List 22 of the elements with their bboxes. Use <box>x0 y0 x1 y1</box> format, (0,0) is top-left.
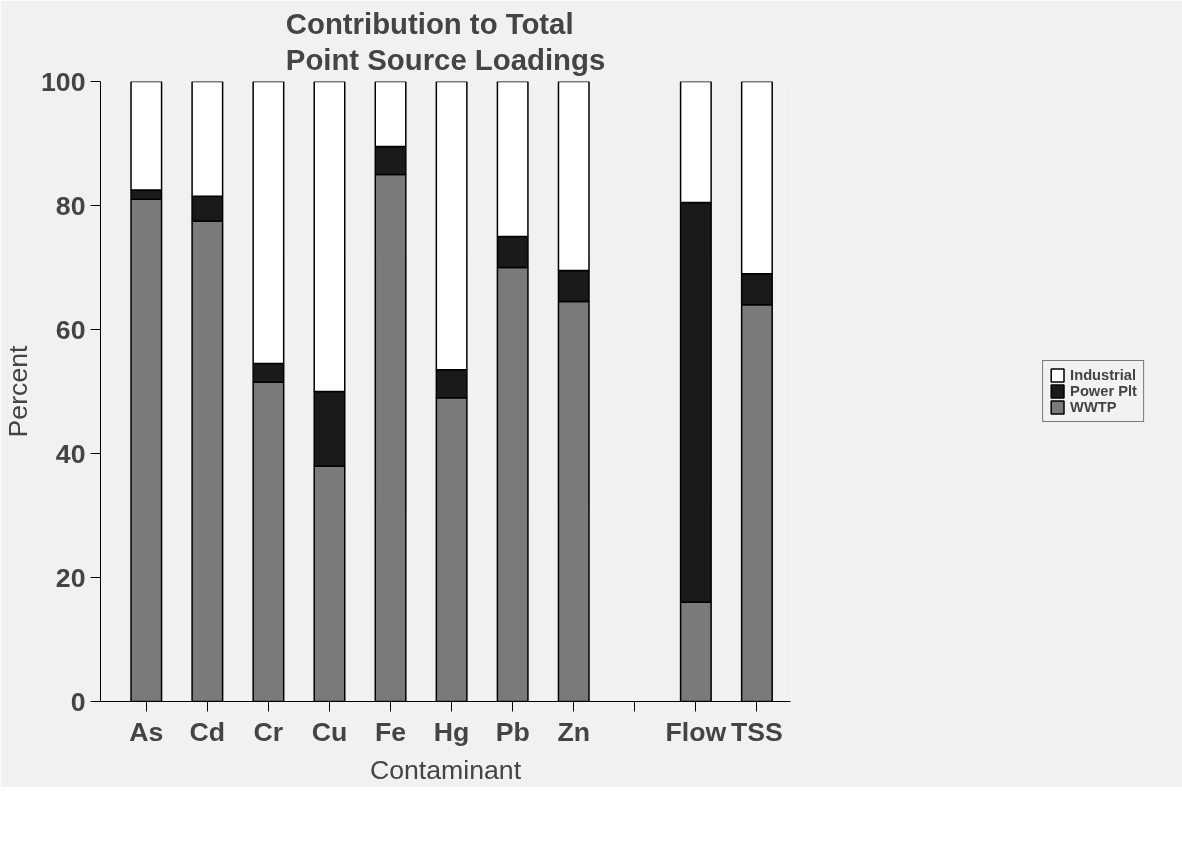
legend-label: Industrial <box>1070 367 1137 383</box>
y-axis-title: Percent <box>3 344 34 438</box>
x-tick-label: Cu <box>311 716 348 747</box>
y-tick-label: 0 <box>70 686 86 717</box>
x-tick-label: Fe <box>374 716 407 747</box>
chart-title: Contribution to Total Point Source Loadings <box>285 7 606 77</box>
x-tick-label: Hg <box>433 716 470 747</box>
x-tick-label: Pb <box>495 716 530 747</box>
y-tick-label: 80 <box>55 190 86 221</box>
x-tick-label: As <box>129 716 164 747</box>
y-tick-label: 20 <box>55 562 86 593</box>
x-axis-title: Contaminant <box>369 754 522 785</box>
x-tick-label: Cd <box>189 716 226 747</box>
y-tick-label: 100 <box>41 66 86 97</box>
x-tick-label: Zn <box>557 716 591 747</box>
x-tick-label: Cr <box>253 716 284 747</box>
x-tick-label: TSS <box>731 716 783 747</box>
y-tick-label: 40 <box>55 438 86 469</box>
legend-label: Power Plt <box>1070 383 1137 399</box>
x-tick-label: Flow <box>665 716 727 747</box>
y-tick-label: 60 <box>55 314 86 345</box>
legend-label: WWTP <box>1070 399 1117 415</box>
